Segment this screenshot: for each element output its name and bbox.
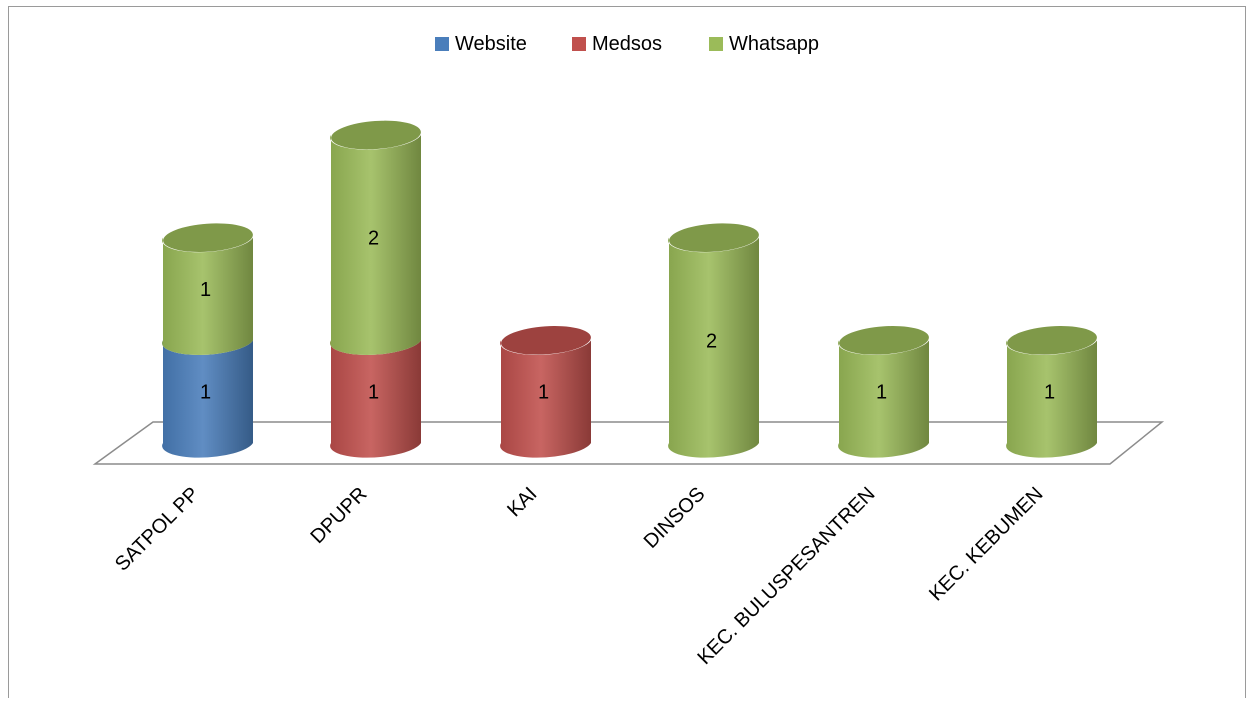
chart-floor bbox=[92, 421, 1165, 465]
bar-body bbox=[1006, 340, 1097, 458]
bar-cap bbox=[501, 326, 591, 355]
data-label: 2 bbox=[368, 228, 379, 250]
legend-swatch bbox=[435, 37, 449, 51]
bar-group-kai: 1 bbox=[500, 326, 591, 458]
bar-segment-whatsapp: 2 bbox=[668, 223, 759, 458]
category-label: KAI bbox=[503, 483, 541, 521]
bar-group-satpol-pp: 11 bbox=[162, 223, 253, 458]
data-label: 1 bbox=[200, 279, 211, 301]
category-label: KEC. KEBUMEN bbox=[925, 483, 1047, 605]
bar-body bbox=[838, 340, 929, 458]
bar-cap bbox=[163, 223, 253, 252]
legend-label: Website bbox=[455, 33, 527, 55]
bar-segment-whatsapp: 1 bbox=[1006, 326, 1097, 458]
bar-cap bbox=[1007, 326, 1097, 355]
legend-swatch bbox=[709, 37, 723, 51]
bar-segment-whatsapp: 1 bbox=[838, 326, 929, 458]
data-label: 1 bbox=[1044, 382, 1055, 404]
bar-group-dpupr: 12 bbox=[330, 120, 421, 458]
bar-group-kec-kebumen: 1 bbox=[1006, 326, 1097, 458]
bar-cap bbox=[669, 223, 759, 252]
data-label: 2 bbox=[706, 330, 717, 352]
category-label: KEC. BULUSPESANTREN bbox=[693, 483, 879, 669]
legend-item-whatsapp: Whatsapp bbox=[709, 33, 819, 55]
legend-label: Medsos bbox=[592, 33, 662, 55]
bar-segment-website: 1 bbox=[162, 340, 253, 458]
bar-body bbox=[330, 135, 421, 355]
bar-cap bbox=[331, 120, 421, 150]
data-label: 1 bbox=[876, 382, 887, 404]
data-label: 1 bbox=[368, 382, 379, 404]
bar-segment-whatsapp: 2 bbox=[330, 120, 421, 355]
category-label: DINSOS bbox=[640, 483, 710, 553]
category-label: SATPOL PP bbox=[111, 483, 204, 576]
bar-body bbox=[668, 237, 759, 458]
legend-item-medsos: Medsos bbox=[572, 33, 662, 55]
bar-group-kec-buluspesantren: 1 bbox=[838, 326, 929, 458]
bar-segment-medsos: 1 bbox=[500, 326, 591, 458]
bar-body bbox=[330, 340, 421, 458]
bar-segment-medsos: 1 bbox=[330, 340, 421, 458]
legend-swatch bbox=[572, 37, 586, 51]
bar-body bbox=[162, 340, 253, 458]
bar-body bbox=[162, 237, 253, 355]
bar-cap bbox=[839, 326, 929, 355]
bar-group-dinsos: 2 bbox=[668, 223, 759, 458]
data-label: 1 bbox=[200, 382, 211, 404]
bar-segment-whatsapp: 1 bbox=[162, 223, 253, 355]
legend-item-website: Website bbox=[435, 33, 527, 55]
category-label: DPUPR bbox=[306, 483, 371, 548]
chart-legend: Website Medsos Whatsapp bbox=[435, 33, 819, 55]
legend-label: Whatsapp bbox=[729, 33, 819, 55]
data-label: 1 bbox=[538, 382, 549, 404]
bar-body bbox=[500, 340, 591, 458]
